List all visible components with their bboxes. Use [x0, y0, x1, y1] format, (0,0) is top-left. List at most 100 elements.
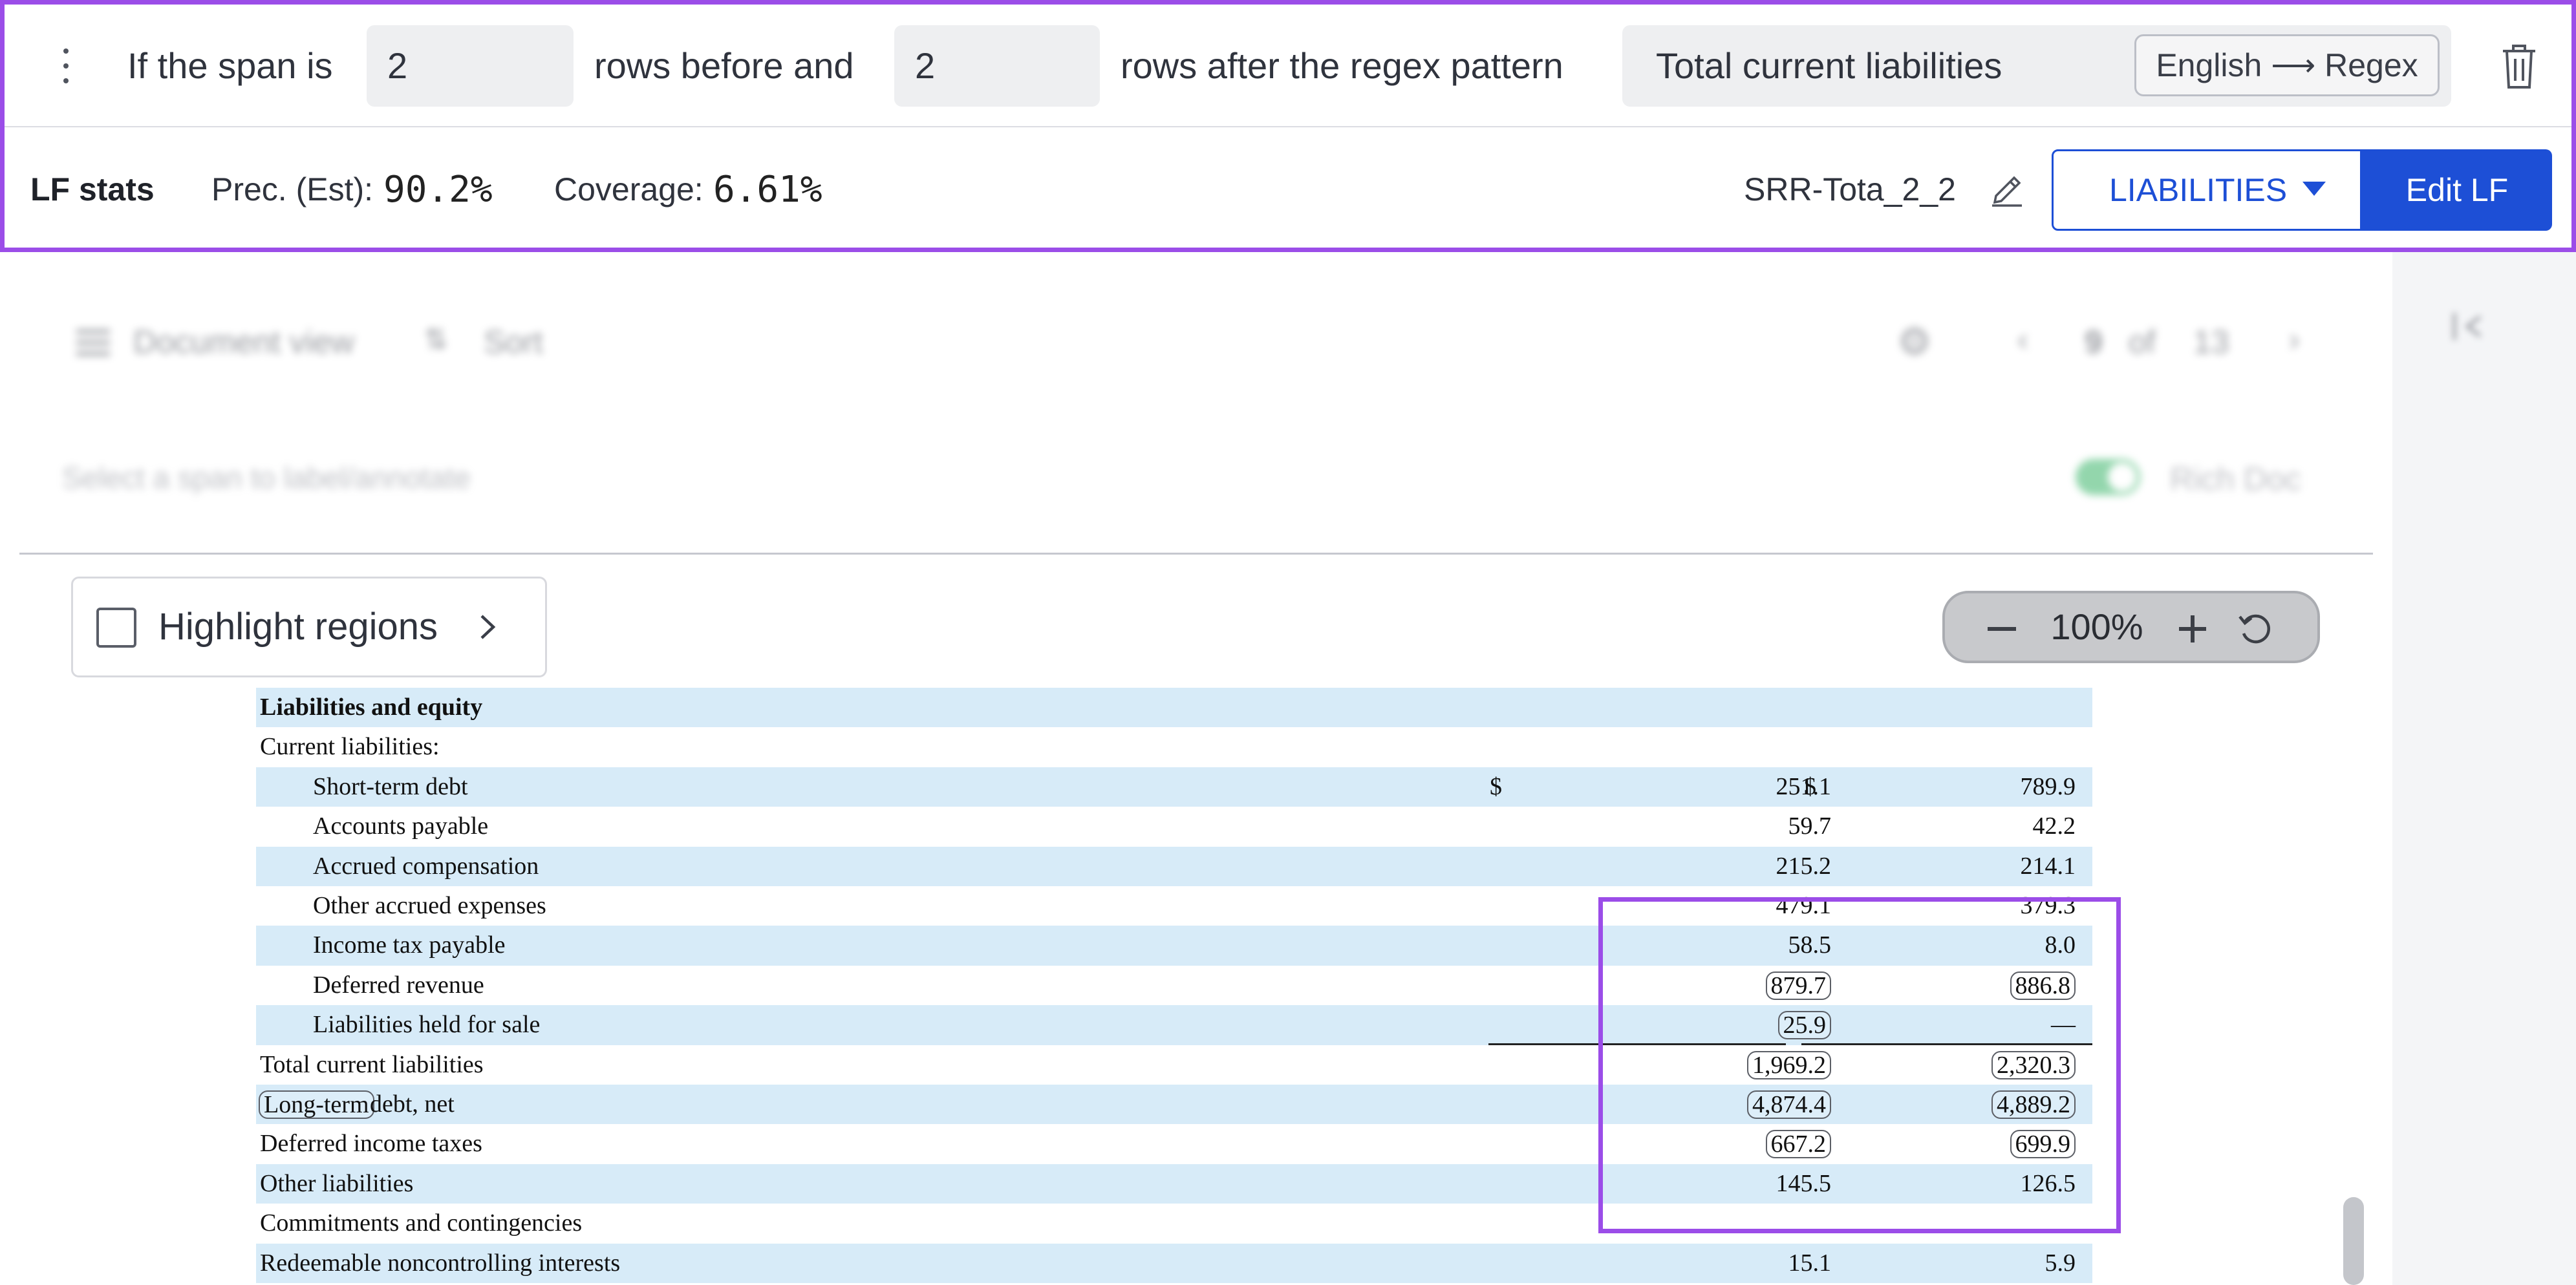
highlight-regions-label: Highlight regions	[158, 606, 438, 648]
rows-before-input[interactable]: 2	[367, 25, 574, 107]
table-row[interactable]: Liabilities and equity	[256, 688, 2092, 728]
row-label: Redeemable noncontrolling interests	[260, 1249, 621, 1277]
reset-zoom-icon[interactable]	[2236, 610, 2275, 649]
english-to-regex-toggle[interactable]: English ⟶ Regex	[2134, 34, 2440, 96]
rows-after-input[interactable]: 2	[894, 25, 1100, 107]
lf-suffix-text: rows after the regex pattern	[1121, 45, 1563, 86]
row-label: Other accrued expenses	[313, 892, 546, 919]
table-row[interactable]: Total current liabilities 1,969.2 2,320.3	[256, 1045, 2092, 1085]
row-label: Short-term debt	[313, 772, 468, 800]
highlight-regions-control[interactable]: Highlight regions	[71, 577, 547, 677]
table-row[interactable]: Redeemable noncontrolling interests 15.1 5…	[256, 1243, 2092, 1283]
coverage-value: 6.61%	[713, 169, 822, 211]
highlight-regions-checkbox[interactable]	[96, 608, 136, 648]
page-current[interactable]: 9	[2085, 324, 2103, 360]
edit-lf-button[interactable]: Edit LF	[2362, 149, 2552, 231]
value-prior-year[interactable]: 5.9	[2045, 1249, 2076, 1277]
value-prior-year[interactable]: 8.0	[2045, 931, 2076, 959]
selected-region-box	[1598, 897, 2121, 1233]
row-label: Deferred revenue	[313, 971, 484, 999]
page-of: of	[2129, 324, 2156, 360]
value-prior-year[interactable]: 2,320.3	[1991, 1050, 2076, 1079]
table-row[interactable]: Accounts payable 59.7 42.2	[256, 807, 2092, 846]
table-row[interactable]: Other liabilities 145.5 126.5	[256, 1163, 2092, 1204]
currency-symbol: $	[1490, 772, 1502, 800]
sort-button[interactable]: Sort	[484, 324, 543, 360]
value-prior-year[interactable]: 214.1	[2020, 852, 2076, 880]
coverage-label: Coverage:	[554, 171, 703, 207]
currency-symbol: $	[1804, 772, 1816, 800]
next-page-icon[interactable]: ›	[2289, 321, 2300, 357]
table-row[interactable]: Deferred revenue 879.7 886.8	[256, 966, 2092, 1005]
select-span-hint: Select a span to label/annotate	[62, 461, 471, 494]
prev-page-icon[interactable]: ‹	[2017, 321, 2028, 357]
table-row[interactable]: Short-term debt $ $251.1 789.9	[256, 767, 2092, 807]
value-prior-year[interactable]: 42.2	[2032, 812, 2076, 840]
value-prior-year[interactable]: —	[2051, 1011, 2076, 1039]
rich-doc-toggle[interactable]	[2076, 459, 2140, 495]
zoom-in-icon-vertical[interactable]	[2191, 615, 2195, 642]
collapse-panel-icon[interactable]	[2449, 310, 2488, 343]
value-current-year[interactable]: 59.7	[1788, 812, 1832, 840]
more-options-icon[interactable]	[50, 43, 82, 89]
lf-name: SRR-Tota_2_2	[1744, 171, 1956, 207]
settings-icon[interactable]: ⚙	[1897, 320, 1932, 363]
pencil-icon[interactable]	[1990, 173, 2024, 207]
value-current-year[interactable]: 4,874.4	[1747, 1090, 1831, 1119]
lf-stats-title: LF stats	[30, 171, 155, 207]
value-current-year[interactable]: 667.2	[1765, 1130, 1831, 1159]
value-prior-year[interactable]: 886.8	[2010, 971, 2076, 1000]
value-current-year[interactable]: 479.1	[1776, 892, 1832, 919]
value-current-year[interactable]: 25.9	[1777, 1011, 1831, 1040]
value-prior-year[interactable]: 4,889.2	[1991, 1090, 2076, 1119]
vertical-scrollbar[interactable]	[2343, 1197, 2364, 1285]
sort-icon[interactable]: ⇅	[424, 324, 448, 356]
value-current-year[interactable]: 215.2	[1776, 852, 1832, 880]
row-label: Liabilities and equity	[260, 694, 483, 721]
value-current-year[interactable]: 58.5	[1788, 931, 1832, 959]
row-label: Commitments and contingencies	[260, 1209, 583, 1237]
chevron-right-icon[interactable]	[474, 612, 500, 642]
document-toolbar: Document view ⇅ Sort ⚙ ‹ 9 of 13 › Selec…	[0, 252, 2392, 556]
lf-stats-row: LF stats Prec. (Est): 90.2% Coverage: 6.…	[5, 127, 2571, 252]
row-label-highlight[interactable]: Long-term	[259, 1090, 374, 1119]
page-total: 13	[2193, 324, 2229, 360]
value-prior-year[interactable]: 699.9	[2010, 1130, 2076, 1159]
table-row[interactable]: Commitments and contingencies	[256, 1204, 2092, 1243]
zoom-level: 100%	[2050, 606, 2143, 647]
zoom-out-icon[interactable]	[1988, 627, 2016, 631]
mode-from-label: English	[2156, 47, 2262, 83]
table-row[interactable]: Income tax payable 58.5 8.0	[256, 926, 2092, 966]
total-underline	[1488, 1043, 1786, 1045]
document-page: Liabilities and equity Current liabilitie…	[256, 688, 2092, 1285]
trash-icon[interactable]	[2500, 42, 2538, 90]
menu-icon[interactable]	[76, 328, 110, 357]
lf-builder-row: If the span is 2 rows before and 2 rows …	[5, 5, 2571, 127]
value-prior-year[interactable]: 379.3	[2020, 892, 2076, 919]
table-row[interactable]: Long-term debt, net 4,874.4 4,889.2	[256, 1085, 2092, 1125]
value-current-year[interactable]: 251.1	[1776, 772, 1832, 800]
lf-middle-text: rows before and	[594, 45, 854, 86]
mode-to-label: Regex	[2324, 47, 2418, 83]
table-row[interactable]: Liabilities held for sale 25.9 —	[256, 1005, 2092, 1045]
lf-panel: If the span is 2 rows before and 2 rows …	[0, 0, 2576, 252]
value-prior-year[interactable]: 789.9	[2020, 772, 2076, 800]
chevron-down-icon[interactable]	[2302, 182, 2326, 196]
value-prior-year[interactable]: 126.5	[2020, 1169, 2076, 1197]
value-current-year[interactable]: 879.7	[1765, 971, 1831, 1000]
zoom-control: 100%	[1942, 591, 2320, 663]
value-current-year[interactable]: 1,969.2	[1747, 1050, 1831, 1079]
row-label: Deferred income taxes	[260, 1130, 482, 1158]
table-row[interactable]: Other accrued expenses 479.1 379.3	[256, 886, 2092, 926]
value-current-year[interactable]: 15.1	[1788, 1249, 1832, 1277]
document-view-button[interactable]: Document view	[133, 324, 354, 360]
table-row[interactable]: Deferred income taxes 667.2 699.9	[256, 1124, 2092, 1163]
row-label: Income tax payable	[313, 931, 506, 959]
table-row[interactable]: Current liabilities:	[256, 727, 2092, 767]
row-label: Accrued compensation	[313, 852, 539, 880]
table-row[interactable]: Accrued compensation 215.2 214.1	[256, 846, 2092, 886]
toolbar-divider	[19, 553, 2373, 555]
value-current-year[interactable]: 145.5	[1776, 1169, 1832, 1197]
row-label: Other liabilities	[260, 1169, 414, 1197]
